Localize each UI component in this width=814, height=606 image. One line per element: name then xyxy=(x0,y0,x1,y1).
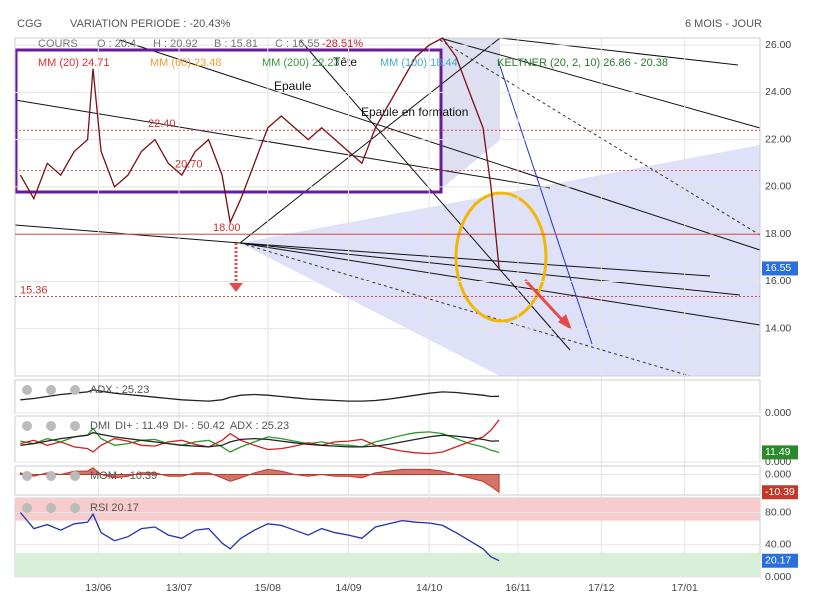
quote-item: O : 20.4 xyxy=(97,38,136,50)
value-tag-label: 11.49 xyxy=(765,446,791,458)
panel-icon xyxy=(22,471,32,481)
x-tick-label: 14/10 xyxy=(416,582,442,594)
quote-item: COURS xyxy=(38,38,78,50)
panel-icon xyxy=(22,503,32,513)
y-tick-label: 40.00 xyxy=(765,539,791,551)
pattern-box xyxy=(14,48,443,194)
y-tick-label: 24.00 xyxy=(765,86,791,98)
legend-entry: DI- : 50.42 xyxy=(173,420,224,432)
panel-frame xyxy=(14,37,761,377)
legend-entry: ADX : 25.23 xyxy=(90,384,149,396)
area xyxy=(19,467,500,494)
value-tag-label: 20.17 xyxy=(765,555,791,567)
trendlines xyxy=(14,37,761,351)
y-tick-label: 18.00 xyxy=(765,228,791,240)
arrow-head xyxy=(229,283,243,292)
x-tick-label: 13/07 xyxy=(166,582,192,594)
y-tick-label: 80.00 xyxy=(765,506,791,518)
line xyxy=(20,427,500,454)
subtitle: VARIATION PERIODE : -20.43% xyxy=(70,18,231,30)
x-tick-label: 16/11 xyxy=(505,582,531,594)
fan-zone xyxy=(240,145,760,376)
annotation: Epaule xyxy=(274,79,312,93)
indicator-legend: KELTNER (20, 2, 10) 26.86 - 20.38 xyxy=(497,57,668,69)
indicator-legend: MM (200) 22.23 xyxy=(262,57,340,69)
x-tick-label: 13/06 xyxy=(85,582,111,594)
indicator-legend: MM (100) 18.44 xyxy=(380,57,458,69)
panel-icon xyxy=(70,421,80,431)
panel-frame xyxy=(14,465,761,496)
panel-icon xyxy=(70,471,80,481)
y-tick-label: 26.00 xyxy=(765,39,791,51)
value-tag xyxy=(762,553,798,568)
value-tag xyxy=(762,445,798,460)
highlight xyxy=(454,191,548,323)
y-tick-label: 0.000 xyxy=(765,571,791,583)
reference-label: 15.36 xyxy=(20,284,48,296)
panel-icon xyxy=(46,503,56,513)
y-tick-label: 16.00 xyxy=(765,275,791,287)
panel-icon xyxy=(46,471,56,481)
y-tick-label: 22.00 xyxy=(765,133,791,145)
arrow-head xyxy=(558,314,572,330)
line xyxy=(20,432,500,448)
quote-item: -28.51% xyxy=(322,38,363,50)
zone xyxy=(440,38,500,190)
value-tag xyxy=(762,261,798,276)
indicator-legend: MM (20) 24.71 xyxy=(38,57,110,69)
reference-label: 20.70 xyxy=(175,158,203,170)
quote-item: C : 16.55 xyxy=(275,38,320,50)
panel-title: DMI xyxy=(90,420,110,432)
dotted-lines xyxy=(239,39,761,377)
line xyxy=(19,512,500,562)
panel-icon xyxy=(22,385,32,395)
x-tick-label: 17/12 xyxy=(588,582,614,594)
panel-icon xyxy=(70,385,80,395)
line xyxy=(20,389,500,402)
panel-icon xyxy=(46,385,56,395)
quote-item: H : 20.92 xyxy=(153,38,198,50)
quote-item: B : 15.81 xyxy=(214,38,258,50)
legend-entry: RSI 20.17 xyxy=(90,502,139,514)
overbought-zone xyxy=(15,498,760,521)
period: 6 MOIS - JOUR xyxy=(685,18,762,30)
indicator-legend: MM (60) 23.48 xyxy=(150,57,222,69)
reference-label: 18.00 xyxy=(213,222,241,234)
arrow xyxy=(523,278,567,325)
oversold-zone xyxy=(15,552,760,577)
legend-entry: DI+ : 11.49 xyxy=(115,420,168,432)
y-tick-label: 14.00 xyxy=(765,323,791,335)
x-tick-label: 14/09 xyxy=(335,582,361,594)
y-tick-label: 0.000 xyxy=(765,468,791,480)
value-tag xyxy=(762,485,798,500)
line xyxy=(19,37,500,269)
chart-title: CGG xyxy=(17,18,42,30)
legend-entry: MOM : -10.39 xyxy=(90,470,157,482)
reference-label: 22.40 xyxy=(148,118,176,130)
panel-icon xyxy=(70,503,80,513)
line xyxy=(20,419,500,455)
x-tick-label: 15/08 xyxy=(255,582,281,594)
panel-icon xyxy=(46,421,56,431)
y-tick-label: 20.00 xyxy=(765,181,791,193)
y-tick-label: 0.000 xyxy=(765,407,791,419)
x-tick-label: 17/01 xyxy=(672,582,698,594)
value-tag-label: 16.55 xyxy=(765,262,791,274)
legend-entry: ADX : 25.23 xyxy=(230,420,289,432)
annotation: Tête xyxy=(333,55,357,69)
panel-icon xyxy=(22,421,32,431)
value-tag-label: -10.39 xyxy=(765,486,795,498)
annotation: Epaule en formation xyxy=(361,105,468,119)
